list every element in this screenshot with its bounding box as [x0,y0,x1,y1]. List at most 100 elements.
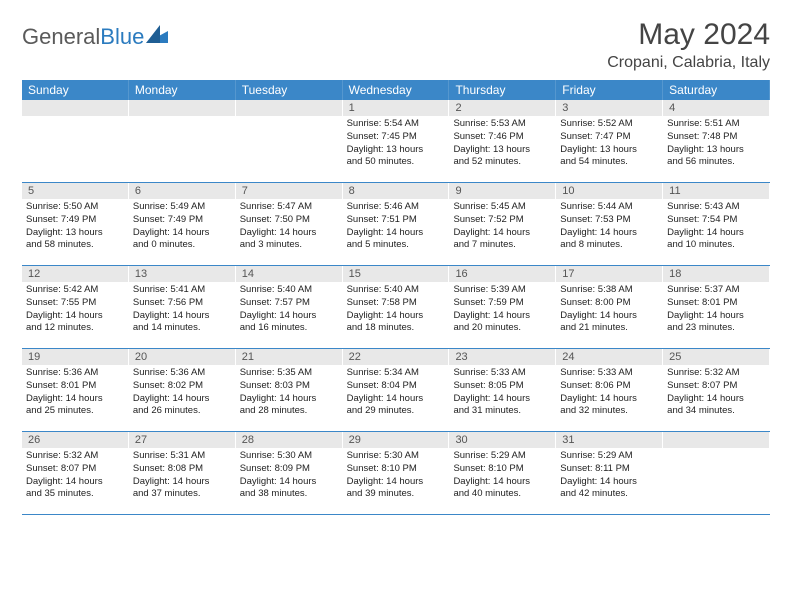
day-body: Sunrise: 5:29 AMSunset: 8:11 PMDaylight:… [556,448,662,503]
weekday-monday: Monday [129,80,236,100]
day-line: Sunrise: 5:32 AM [26,450,124,463]
day-line: and 0 minutes. [133,239,231,252]
day-line: Sunset: 8:04 PM [347,380,445,393]
day-body: Sunrise: 5:52 AMSunset: 7:47 PMDaylight:… [556,116,662,171]
day-line: Daylight: 14 hours [453,393,551,406]
day-line: Sunrise: 5:30 AM [240,450,338,463]
day-line: Sunrise: 5:44 AM [560,201,658,214]
day-cell: 31Sunrise: 5:29 AMSunset: 8:11 PMDayligh… [556,432,663,514]
day-number: 5 [22,183,128,199]
day-number: 12 [22,266,128,282]
day-number [129,100,235,116]
day-line: and 25 minutes. [26,405,124,418]
day-number [236,100,342,116]
day-body: Sunrise: 5:54 AMSunset: 7:45 PMDaylight:… [343,116,449,171]
day-cell: 21Sunrise: 5:35 AMSunset: 8:03 PMDayligh… [236,349,343,431]
day-number: 20 [129,349,235,365]
day-line: Sunrise: 5:46 AM [347,201,445,214]
day-line: Sunset: 8:11 PM [560,463,658,476]
day-line: Sunrise: 5:38 AM [560,284,658,297]
day-number: 17 [556,266,662,282]
day-number: 30 [449,432,555,448]
day-cell: 28Sunrise: 5:30 AMSunset: 8:09 PMDayligh… [236,432,343,514]
day-line: Sunrise: 5:43 AM [667,201,765,214]
day-cell [663,432,770,514]
day-body: Sunrise: 5:38 AMSunset: 8:00 PMDaylight:… [556,282,662,337]
day-cell: 15Sunrise: 5:40 AMSunset: 7:58 PMDayligh… [343,266,450,348]
day-number [22,100,128,116]
day-line: Sunset: 7:54 PM [667,214,765,227]
day-body: Sunrise: 5:30 AMSunset: 8:10 PMDaylight:… [343,448,449,503]
day-line: and 32 minutes. [560,405,658,418]
day-line: and 21 minutes. [560,322,658,335]
day-line: Daylight: 13 hours [347,144,445,157]
day-line: Daylight: 14 hours [240,393,338,406]
day-line: Sunrise: 5:36 AM [133,367,231,380]
day-number: 3 [556,100,662,116]
day-line: Daylight: 14 hours [240,227,338,240]
day-line: Daylight: 14 hours [667,393,765,406]
day-line: Sunset: 7:52 PM [453,214,551,227]
day-line: and 54 minutes. [560,156,658,169]
day-body: Sunrise: 5:33 AMSunset: 8:05 PMDaylight:… [449,365,555,420]
calendar: SundayMondayTuesdayWednesdayThursdayFrid… [22,80,770,515]
day-line: and 31 minutes. [453,405,551,418]
logo-text-1: General [22,24,100,50]
day-body: Sunrise: 5:41 AMSunset: 7:56 PMDaylight:… [129,282,235,337]
day-cell: 9Sunrise: 5:45 AMSunset: 7:52 PMDaylight… [449,183,556,265]
day-line: Sunrise: 5:51 AM [667,118,765,131]
day-cell: 23Sunrise: 5:33 AMSunset: 8:05 PMDayligh… [449,349,556,431]
day-line: Sunrise: 5:47 AM [240,201,338,214]
weeks-container: 1Sunrise: 5:54 AMSunset: 7:45 PMDaylight… [22,100,770,515]
day-line: Daylight: 14 hours [240,476,338,489]
day-line: and 56 minutes. [667,156,765,169]
day-line: and 34 minutes. [667,405,765,418]
day-line: and 8 minutes. [560,239,658,252]
day-number: 18 [663,266,769,282]
day-line: Sunset: 8:07 PM [667,380,765,393]
day-line: Sunrise: 5:40 AM [347,284,445,297]
day-line: Sunset: 7:50 PM [240,214,338,227]
day-line: Sunrise: 5:29 AM [560,450,658,463]
day-line: Sunset: 7:58 PM [347,297,445,310]
day-number: 15 [343,266,449,282]
day-cell: 12Sunrise: 5:42 AMSunset: 7:55 PMDayligh… [22,266,129,348]
day-cell [22,100,129,182]
day-line: Daylight: 14 hours [347,476,445,489]
weekday-thursday: Thursday [449,80,556,100]
day-cell: 19Sunrise: 5:36 AMSunset: 8:01 PMDayligh… [22,349,129,431]
day-line: Daylight: 14 hours [453,227,551,240]
day-line: and 12 minutes. [26,322,124,335]
day-cell: 16Sunrise: 5:39 AMSunset: 7:59 PMDayligh… [449,266,556,348]
day-line: Daylight: 14 hours [667,310,765,323]
day-line: Sunrise: 5:45 AM [453,201,551,214]
logo-text-2: Blue [100,24,144,50]
day-line: Sunrise: 5:35 AM [240,367,338,380]
day-line: Sunrise: 5:39 AM [453,284,551,297]
day-line: Sunset: 7:46 PM [453,131,551,144]
day-cell: 5Sunrise: 5:50 AMSunset: 7:49 PMDaylight… [22,183,129,265]
day-body: Sunrise: 5:39 AMSunset: 7:59 PMDaylight:… [449,282,555,337]
day-number: 24 [556,349,662,365]
day-number: 11 [663,183,769,199]
day-line: Daylight: 14 hours [667,227,765,240]
day-number: 8 [343,183,449,199]
day-line: Sunset: 7:57 PM [240,297,338,310]
day-cell: 3Sunrise: 5:52 AMSunset: 7:47 PMDaylight… [556,100,663,182]
day-line: Daylight: 14 hours [347,393,445,406]
day-body: Sunrise: 5:35 AMSunset: 8:03 PMDaylight:… [236,365,342,420]
day-number: 29 [343,432,449,448]
day-number: 19 [22,349,128,365]
day-line: and 23 minutes. [667,322,765,335]
day-body: Sunrise: 5:32 AMSunset: 8:07 PMDaylight:… [663,365,769,420]
day-cell: 20Sunrise: 5:36 AMSunset: 8:02 PMDayligh… [129,349,236,431]
day-line: Daylight: 14 hours [133,476,231,489]
week-row: 12Sunrise: 5:42 AMSunset: 7:55 PMDayligh… [22,266,770,349]
day-number: 22 [343,349,449,365]
day-line: and 10 minutes. [667,239,765,252]
day-body: Sunrise: 5:37 AMSunset: 8:01 PMDaylight:… [663,282,769,337]
day-cell: 2Sunrise: 5:53 AMSunset: 7:46 PMDaylight… [449,100,556,182]
day-line: Daylight: 14 hours [560,476,658,489]
day-body: Sunrise: 5:46 AMSunset: 7:51 PMDaylight:… [343,199,449,254]
day-number: 14 [236,266,342,282]
